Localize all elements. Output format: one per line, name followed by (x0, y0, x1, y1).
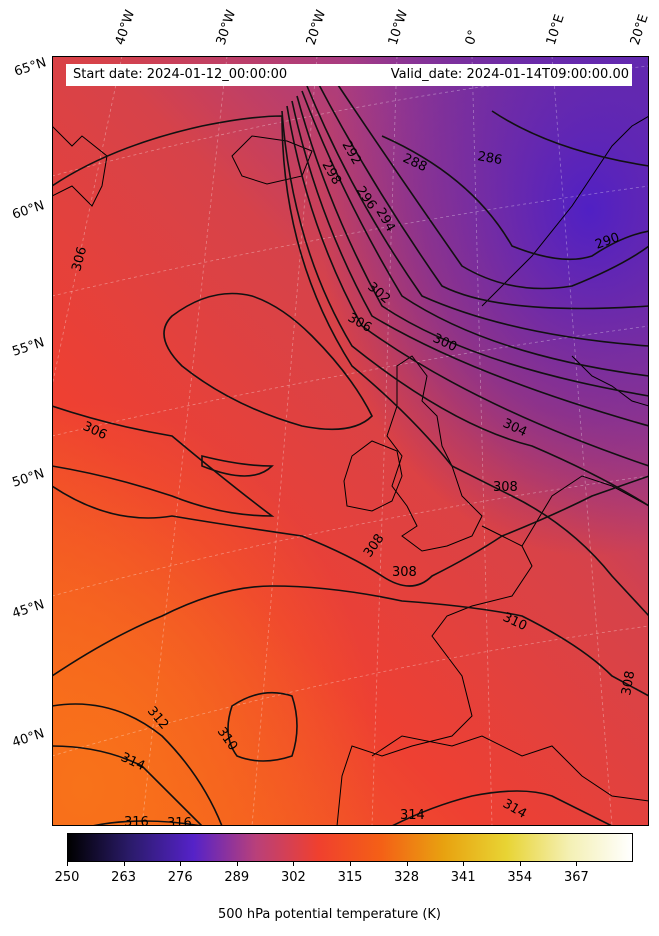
contour-306-pocket (163, 292, 373, 431)
latitude-label: 45°N (10, 597, 47, 622)
contour-label: 316 (167, 816, 192, 826)
contour-310 (52, 585, 649, 697)
contour-label: 316 (124, 815, 149, 826)
contour-312 (52, 703, 223, 826)
latitude-label: 60°N (10, 198, 47, 223)
colorbar-tick-mark (123, 862, 125, 866)
contour-306-west (52, 405, 275, 517)
contour-288 (381, 135, 649, 261)
longitude-label: 10°W (385, 8, 412, 47)
start-date-label: Start date: 2024-01-12_00:00:00 (73, 67, 288, 82)
colorbar-tick-mark (519, 862, 521, 866)
colorbar-tick-mark (406, 862, 408, 866)
contour-label: 286 (476, 149, 503, 168)
longitude-label: 20°E (627, 12, 652, 48)
contour-304 (281, 110, 649, 507)
info-box: Start date: 2024-01-12_00:00:00 Valid_da… (66, 64, 632, 86)
colorbar-tick-label: 354 (507, 870, 533, 885)
colorbar-label: 500 hPa potential temperature (K) (217, 907, 441, 922)
colorbar-tick-label: 276 (167, 870, 193, 885)
scandinavia-coast (481, 115, 649, 407)
colorbar-tick-mark (236, 862, 238, 866)
longitude-label: 10°E (543, 12, 568, 48)
contour-316 (91, 820, 203, 826)
colorbar (67, 833, 633, 862)
colorbar-tick-label: 328 (394, 870, 420, 885)
contour-292 (316, 80, 649, 310)
contour-300 (291, 100, 649, 427)
greenland-coast (52, 125, 108, 207)
longitude-label: 0° (462, 28, 482, 47)
colorbar-tick-mark (293, 862, 295, 866)
colorbar-tick-mark (576, 862, 578, 866)
colorbar-tick-mark (180, 862, 182, 866)
contour-296 (301, 90, 649, 377)
latitude-label: 50°N (10, 466, 47, 491)
contour-label: 308 (392, 565, 417, 580)
ireland-coast (343, 440, 403, 512)
colorbar-tick-label: 289 (224, 870, 250, 885)
colorbar-tick-mark (67, 862, 68, 866)
iceland-coast (231, 135, 313, 185)
contour-306-tongue (201, 454, 274, 477)
longitude-label: 20°W (303, 8, 330, 47)
britain-coast (386, 355, 483, 552)
contour-310-pocket (227, 691, 298, 762)
contour-label: 308 (493, 480, 518, 495)
colorbar-tick-label: 250 (54, 870, 80, 885)
contour-290 (331, 75, 649, 290)
colorbar-tick-label: 341 (450, 870, 476, 885)
colorbar-tick-label: 302 (280, 870, 306, 885)
latitude-label: 55°N (10, 335, 47, 360)
colorbar-tick-mark (350, 862, 351, 866)
contour-286 (491, 110, 649, 167)
map-frame (52, 56, 649, 826)
mediterranean-coast (371, 735, 649, 802)
longitude-label: 30°W (213, 8, 240, 47)
contour-298 (296, 95, 649, 397)
contour-314 (52, 745, 613, 826)
contour-308 (52, 475, 649, 587)
latitude-label: 65°N (12, 55, 49, 80)
contour-302 (286, 105, 649, 467)
colorbar-tick-label: 315 (337, 870, 363, 885)
contour-label: 306 (69, 245, 90, 273)
colorbar-tick-mark (463, 862, 465, 866)
map-panel: 286 288 290 292 294 296 298 300 302 304 … (52, 56, 649, 826)
longitude-label: 40°W (112, 8, 139, 47)
contour-lines (52, 75, 649, 826)
coastlines (52, 115, 649, 826)
contour-306 (52, 115, 649, 617)
valid-date-label: Valid_date: 2024-01-14T09:00:00.00 (390, 67, 629, 82)
latitude-label: 40°N (10, 726, 47, 751)
warm-anomaly-shading (52, 56, 649, 826)
contour-label: 308 (619, 670, 638, 697)
contour-294 (306, 85, 649, 347)
colorbar-tick-label: 263 (111, 870, 137, 885)
contour-label: 314 (400, 808, 425, 823)
colorbar-tick-label: 367 (563, 870, 589, 885)
